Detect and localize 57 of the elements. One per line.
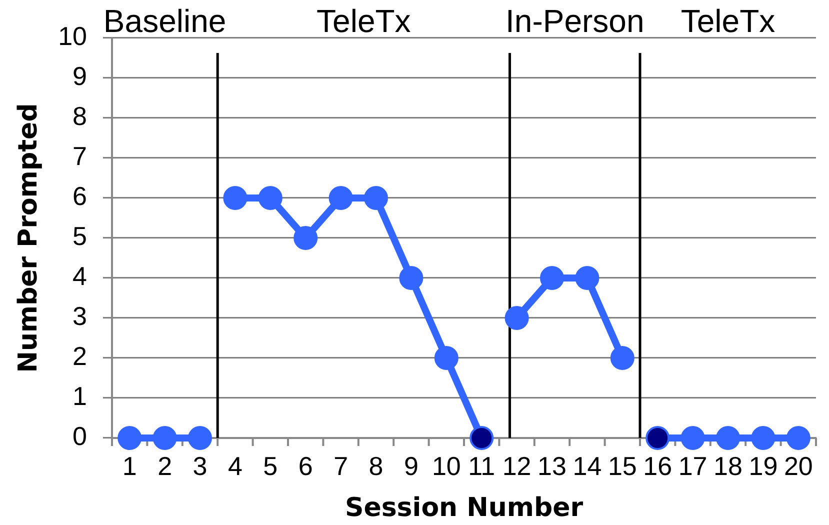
point — [364, 186, 388, 210]
x-tick-label: 15 — [608, 450, 637, 481]
y-tick-label: 10 — [58, 21, 87, 52]
y-tick-label: 8 — [72, 101, 87, 132]
point — [188, 426, 212, 450]
point — [540, 266, 564, 290]
x-tick-label: 18 — [714, 450, 742, 481]
annotation: TeleTx — [680, 3, 776, 39]
point — [575, 266, 600, 290]
x-tick-label: 11 — [468, 450, 496, 481]
y-axis-title: Number Prompted — [13, 103, 44, 373]
point — [504, 306, 529, 330]
x-tick-label: 14 — [572, 450, 602, 481]
x-tick-label: 12 — [502, 450, 532, 481]
point — [223, 186, 248, 210]
x-tick-label: 2 — [158, 450, 172, 481]
x-tick-label: 5 — [263, 450, 278, 481]
x-tick-label: 16 — [643, 450, 672, 481]
x-tick-label: 17 — [678, 450, 708, 481]
point — [118, 426, 142, 450]
y-tick-label: 4 — [72, 261, 87, 292]
x-tick-label: 4 — [228, 450, 242, 481]
x-tick-label: 20 — [784, 450, 813, 481]
y-tick-label: 7 — [72, 141, 87, 172]
point — [646, 426, 670, 450]
x-tick-label: 10 — [432, 450, 461, 481]
point — [470, 426, 494, 450]
point — [152, 426, 177, 450]
point — [716, 426, 740, 450]
point — [680, 426, 705, 450]
annotation: TeleTx — [316, 3, 411, 39]
x-axis-title: Session Number — [344, 493, 584, 524]
x-tick-label: 19 — [748, 450, 778, 481]
point — [328, 186, 353, 210]
y-tick-label: 0 — [72, 421, 87, 452]
x-tick-label: 8 — [368, 450, 384, 481]
y-tick-label: 1 — [72, 381, 87, 412]
y-tick-label: 6 — [72, 181, 87, 212]
x-tick-label: 9 — [404, 450, 418, 481]
point — [786, 426, 810, 450]
point — [751, 426, 776, 450]
y-tick-label: 3 — [72, 301, 87, 332]
point — [434, 346, 458, 370]
y-tick-label: 2 — [72, 341, 87, 372]
point — [294, 226, 318, 250]
x-tick-label: 7 — [334, 450, 348, 481]
annotation: Baseline — [103, 3, 226, 39]
x-tick-label: 1 — [122, 450, 137, 481]
point — [399, 266, 424, 290]
annotation: In-Person — [506, 3, 644, 39]
y-tick-label: 5 — [72, 221, 87, 252]
x-tick-label: 13 — [538, 450, 566, 481]
y-tick-label: 9 — [72, 61, 87, 92]
point — [258, 186, 282, 210]
point — [610, 346, 634, 370]
x-tick-label: 3 — [192, 450, 208, 481]
x-tick-label: 6 — [298, 450, 313, 481]
